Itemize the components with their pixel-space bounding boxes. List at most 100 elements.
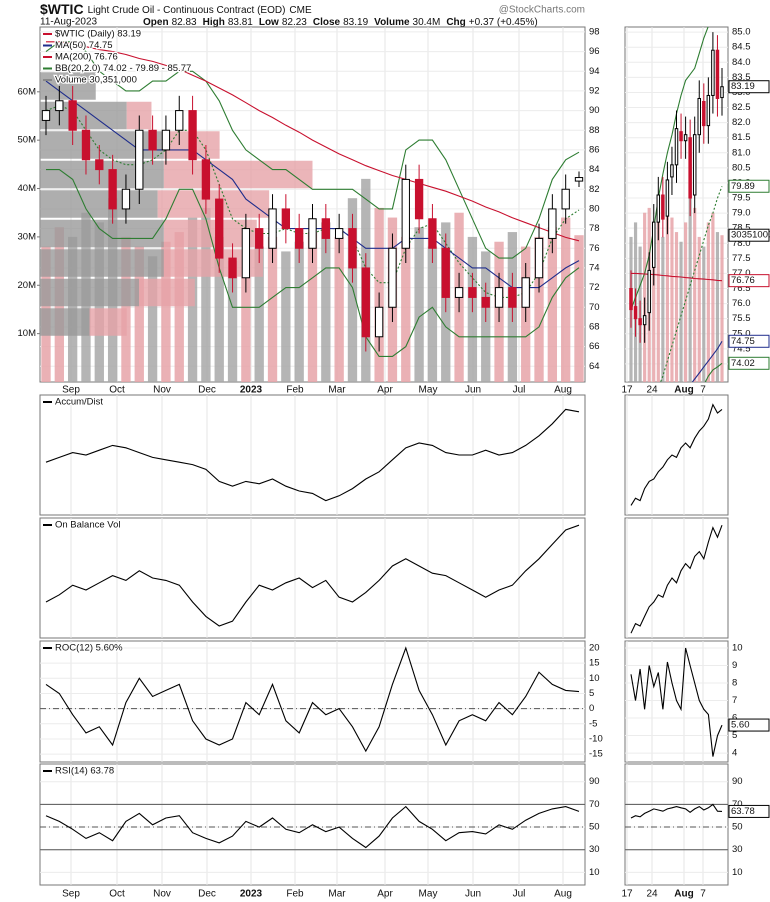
quote-label: High <box>203 17 225 28</box>
candle-body <box>720 86 724 99</box>
candle-body <box>711 49 715 96</box>
candle-body <box>647 269 651 314</box>
plot-area <box>626 518 723 638</box>
y-tick-label: 74.5 <box>732 343 751 354</box>
y-tick-label: -10 <box>589 733 603 744</box>
candle-body <box>454 287 464 298</box>
volume-by-price-down <box>40 219 164 248</box>
volume-bar <box>534 236 544 382</box>
volume-by-price-down <box>40 308 90 336</box>
x-tick-label: Jun <box>465 889 481 900</box>
volume-bar <box>679 241 683 382</box>
volume-by-price-down <box>40 101 127 130</box>
y-tick-label: 20 <box>589 642 600 653</box>
x-tick-label: Feb <box>286 385 304 396</box>
candle-body <box>548 208 557 239</box>
y-tick-label: 78.0 <box>732 238 751 249</box>
panel-frame <box>39 640 586 763</box>
bollinger-lower <box>704 362 723 382</box>
value-tag-label: 63.78 <box>731 806 755 817</box>
x-tick-label: Apr <box>377 385 393 396</box>
volume-bar <box>715 232 720 382</box>
quote-value: 83.81 <box>228 17 253 28</box>
candle-body <box>281 208 291 230</box>
panel-frame <box>624 394 729 516</box>
candle-body <box>321 218 330 239</box>
x-tick-label: Sep <box>62 889 80 900</box>
candle-body <box>161 129 171 151</box>
y-tick-label: 72 <box>589 282 600 293</box>
candle-body <box>508 287 517 308</box>
volume-bar <box>706 222 710 382</box>
candle-body <box>629 287 633 311</box>
value-tag <box>728 718 770 732</box>
quote-label: Chg <box>446 17 465 28</box>
candle-body <box>494 287 504 308</box>
y-tick-label: 6 <box>732 713 737 724</box>
volume-bar <box>643 212 647 382</box>
candle-body <box>679 131 683 142</box>
value-tag-label: 5.60 <box>731 720 750 731</box>
candle-body <box>201 159 211 200</box>
header-date: 11-Aug-2023 <box>40 17 98 28</box>
value-tag <box>728 804 770 818</box>
volume-bar <box>414 227 424 382</box>
x-tick-label: Dec <box>198 385 216 396</box>
zoom-x-tick-label: 24 <box>646 889 658 900</box>
quote-label: Low <box>259 17 279 28</box>
candle-body <box>108 169 117 210</box>
legend-label: Accum/Dist <box>55 397 103 408</box>
volume-tick-label: 50M <box>18 135 37 146</box>
y-tick-label: 4 <box>732 748 737 759</box>
candle-body <box>228 257 237 279</box>
indicator-line <box>630 803 723 819</box>
zoom-x-tick-label: Aug <box>674 385 693 396</box>
candle-body <box>428 218 437 249</box>
y-tick-label: -15 <box>589 749 603 760</box>
candle-body <box>441 247 450 298</box>
volume-by-price-up <box>163 160 313 189</box>
y-tick-label: 50 <box>589 822 600 833</box>
panel-frame <box>39 394 586 516</box>
candle-body <box>561 188 570 210</box>
volume-bar <box>656 198 660 382</box>
y-tick-label: 76 <box>589 243 600 254</box>
y-tick-label: 92 <box>589 85 600 96</box>
indicator-line <box>45 805 580 849</box>
instrument-name: Light Crude Oil - Continuous Contract (E… <box>88 5 286 16</box>
y-tick-label: 79.5 <box>732 193 751 204</box>
volume-bar <box>347 198 358 382</box>
volume-bar <box>161 241 171 382</box>
indicator-line <box>45 646 580 753</box>
legend-label: BB(20,2.0) 74.02 - 79.89 - 85.77 <box>55 63 191 74</box>
candle-body <box>308 218 317 249</box>
y-tick-label: 76.0 <box>732 298 751 309</box>
panel-frame <box>624 763 729 886</box>
exchange: CME <box>289 5 312 16</box>
y-tick-label: 77.0 <box>732 268 751 279</box>
volume-bar <box>334 236 344 382</box>
y-tick-label: 50 <box>732 822 743 833</box>
y-tick-label: 68 <box>589 321 600 332</box>
volume-bar <box>574 235 584 382</box>
indicator-line <box>630 647 723 757</box>
x-tick-label: 2023 <box>240 385 263 396</box>
y-tick-label: 96 <box>589 46 600 57</box>
quote-value: 30.4M <box>413 17 441 28</box>
x-tick-label: Jun <box>465 385 481 396</box>
plot-area <box>40 641 585 762</box>
candle-body <box>697 97 702 136</box>
quote-value: 82.23 <box>282 17 307 28</box>
candle-body <box>670 164 674 178</box>
quote-label: Volume <box>374 17 410 28</box>
panel-frame <box>624 517 729 639</box>
volume-bar <box>697 236 701 382</box>
candle-body <box>481 296 490 308</box>
volume-by-price-down <box>40 249 164 277</box>
x-tick-label: May <box>419 385 438 396</box>
y-tick-label: 8 <box>732 678 737 689</box>
value-tag <box>728 228 770 242</box>
y-tick-label: 77.5 <box>732 253 751 264</box>
candle-body <box>414 178 424 220</box>
